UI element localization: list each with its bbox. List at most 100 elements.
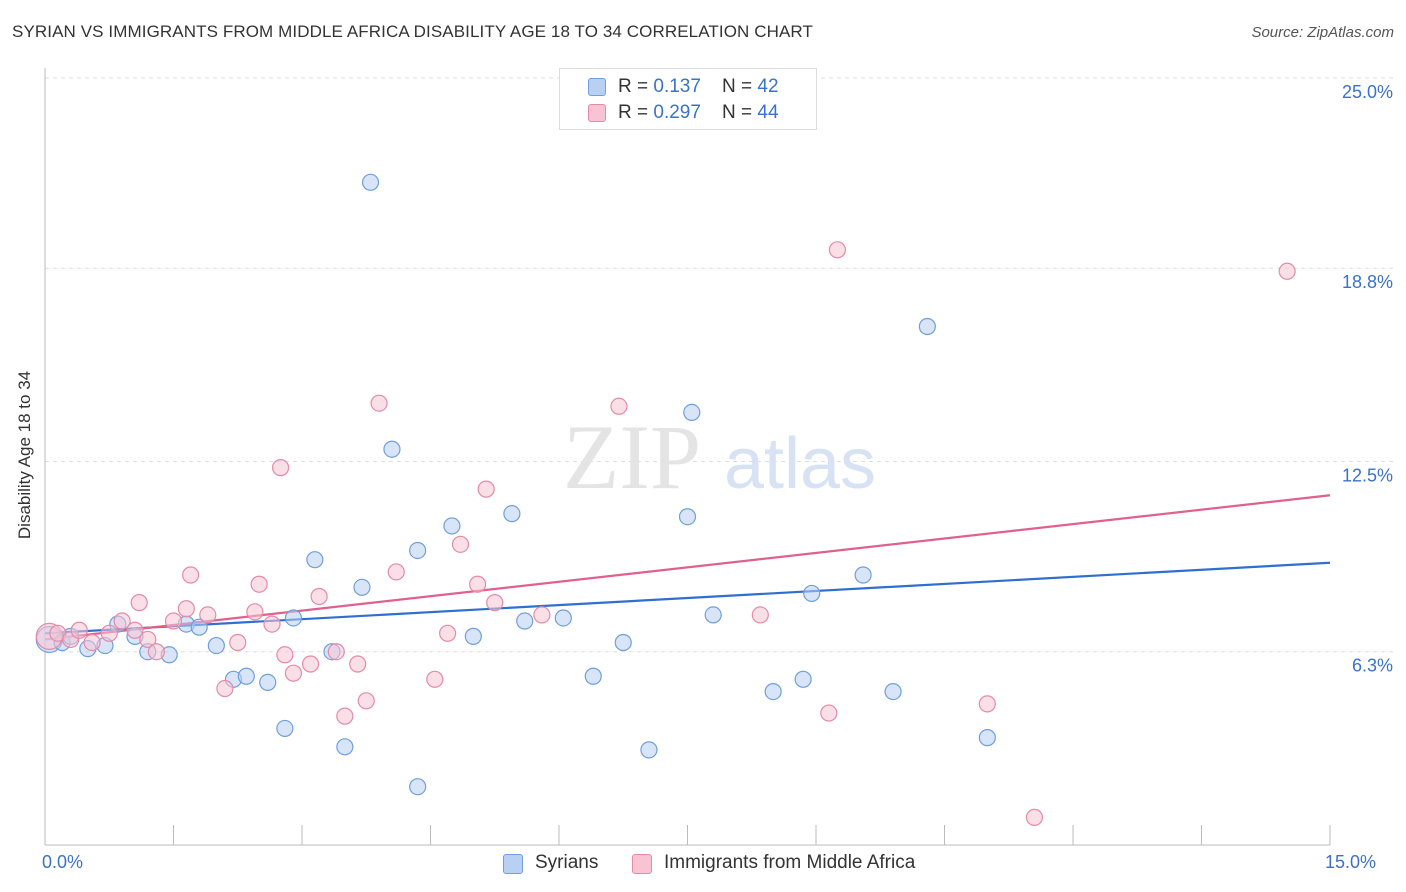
data-point-africa [978, 695, 996, 713]
data-point-africa [370, 394, 388, 412]
data-point-africa [229, 633, 247, 652]
data-point-syrians [353, 578, 371, 596]
data-point-syrians [683, 403, 701, 422]
data-point-syrians [678, 508, 697, 526]
data-point-africa [100, 624, 118, 642]
data-point-africa [164, 612, 183, 630]
data-point-syrians [336, 738, 354, 756]
data-point-syrians [614, 633, 632, 652]
legend-label-africa: Immigrants from Middle Africa [664, 852, 916, 873]
y-tick-label: 18.8% [1342, 272, 1393, 292]
y-tick-label: 6.3% [1352, 656, 1393, 676]
legend-n-value: 44 [757, 102, 779, 123]
y-axis-label: Disability Age 18 to 34 [15, 370, 34, 540]
data-point-africa [126, 621, 144, 639]
trend-line-syrians [44, 561, 1331, 635]
data-point-africa [284, 664, 303, 682]
y-tick-label: 25.0% [1342, 82, 1393, 102]
x-tick-label-min: 0.0% [42, 852, 84, 872]
data-point-syrians [306, 551, 324, 569]
data-point-africa [310, 587, 328, 606]
data-point-africa [83, 633, 101, 652]
y-tick-label: 12.5% [1342, 466, 1393, 486]
legend-n-value: 42 [757, 76, 779, 97]
data-point-syrians [516, 612, 534, 630]
axis-layer [44, 68, 1331, 846]
data-point-africa [130, 594, 148, 612]
data-point-syrians [361, 173, 380, 191]
data-point-africa [246, 603, 264, 621]
data-point-africa [182, 566, 200, 584]
legend-r-label: R = [618, 102, 654, 123]
data-point-syrians [284, 609, 303, 627]
data-point-syrians [503, 505, 521, 523]
data-point-africa [199, 606, 217, 624]
legend-swatch-syrians [503, 854, 523, 874]
data-point-africa [610, 397, 628, 415]
watermark-zip: ZIP [563, 406, 701, 508]
legend-swatch-africa [632, 854, 652, 874]
data-point-africa [250, 575, 268, 593]
watermark: ZIP atlas [563, 406, 876, 508]
data-point-africa [477, 480, 495, 498]
data-point-africa [1025, 808, 1044, 826]
watermark-atlas: atlas [724, 424, 876, 504]
data-point-syrians [978, 729, 996, 747]
data-point-africa [387, 563, 405, 581]
data-point-syrians [443, 517, 461, 535]
grid-layer [45, 77, 1395, 653]
y-tick-labels: 6.3% 12.5% 18.8% 25.0% [1342, 82, 1393, 676]
legend-series: Syrians Immigrants from Middle Africa [0, 852, 1406, 878]
data-point-africa [469, 575, 487, 593]
data-point-africa [113, 612, 131, 630]
data-point-africa [533, 606, 551, 624]
data-point-syrians [409, 778, 427, 796]
data-point-africa [1278, 262, 1296, 280]
data-point-africa [139, 630, 157, 649]
y-axis-label-wrap: Disability Age 18 to 34 [10, 300, 40, 610]
data-point-africa [439, 624, 457, 642]
data-point-africa [426, 670, 444, 688]
data-point-africa [451, 535, 470, 553]
data-point-syrians [854, 566, 872, 584]
legend-r-label: R = [618, 76, 654, 97]
data-point-africa [301, 655, 320, 673]
data-point-syrians [704, 606, 722, 624]
data-point-syrians [237, 667, 255, 685]
x-tick-label-max: 15.0% [1325, 852, 1377, 872]
data-point-syrians [640, 741, 658, 759]
data-point-africa [271, 459, 290, 477]
data-point-syrians [207, 636, 225, 655]
points-layer [35, 173, 1296, 826]
chart-title: SYRIAN VS IMMIGRANTS FROM MIDDLE AFRICA … [12, 22, 813, 41]
data-point-africa [828, 241, 847, 259]
legend-label-syrians: Syrians [535, 852, 599, 873]
data-point-africa [327, 643, 345, 661]
data-point-africa [336, 707, 354, 725]
data-point-syrians [794, 670, 812, 688]
data-point-syrians [409, 541, 427, 560]
legend-r-value: 0.137 [653, 76, 701, 97]
data-point-africa [820, 704, 838, 722]
data-point-africa [276, 646, 294, 664]
data-point-syrians [190, 618, 208, 636]
legend-n-label: N = [722, 76, 758, 97]
data-point-syrians [803, 584, 821, 603]
data-point-syrians [276, 719, 294, 738]
legend-r-value: 0.297 [653, 102, 701, 123]
data-point-syrians [259, 673, 277, 691]
data-point-africa [147, 643, 165, 661]
data-point-africa [357, 692, 375, 710]
data-point-syrians [554, 609, 572, 627]
data-point-africa [486, 594, 504, 612]
data-point-africa [177, 600, 195, 618]
data-point-syrians [383, 440, 401, 458]
data-point-africa [263, 615, 281, 633]
data-point-africa [70, 621, 88, 639]
data-point-syrians [764, 682, 782, 701]
data-point-syrians [584, 667, 602, 685]
legend-n-label: N = [722, 102, 758, 123]
source-credit: Source: ZipAtlas.com [1251, 24, 1394, 41]
legend-swatch-africa [588, 104, 606, 122]
